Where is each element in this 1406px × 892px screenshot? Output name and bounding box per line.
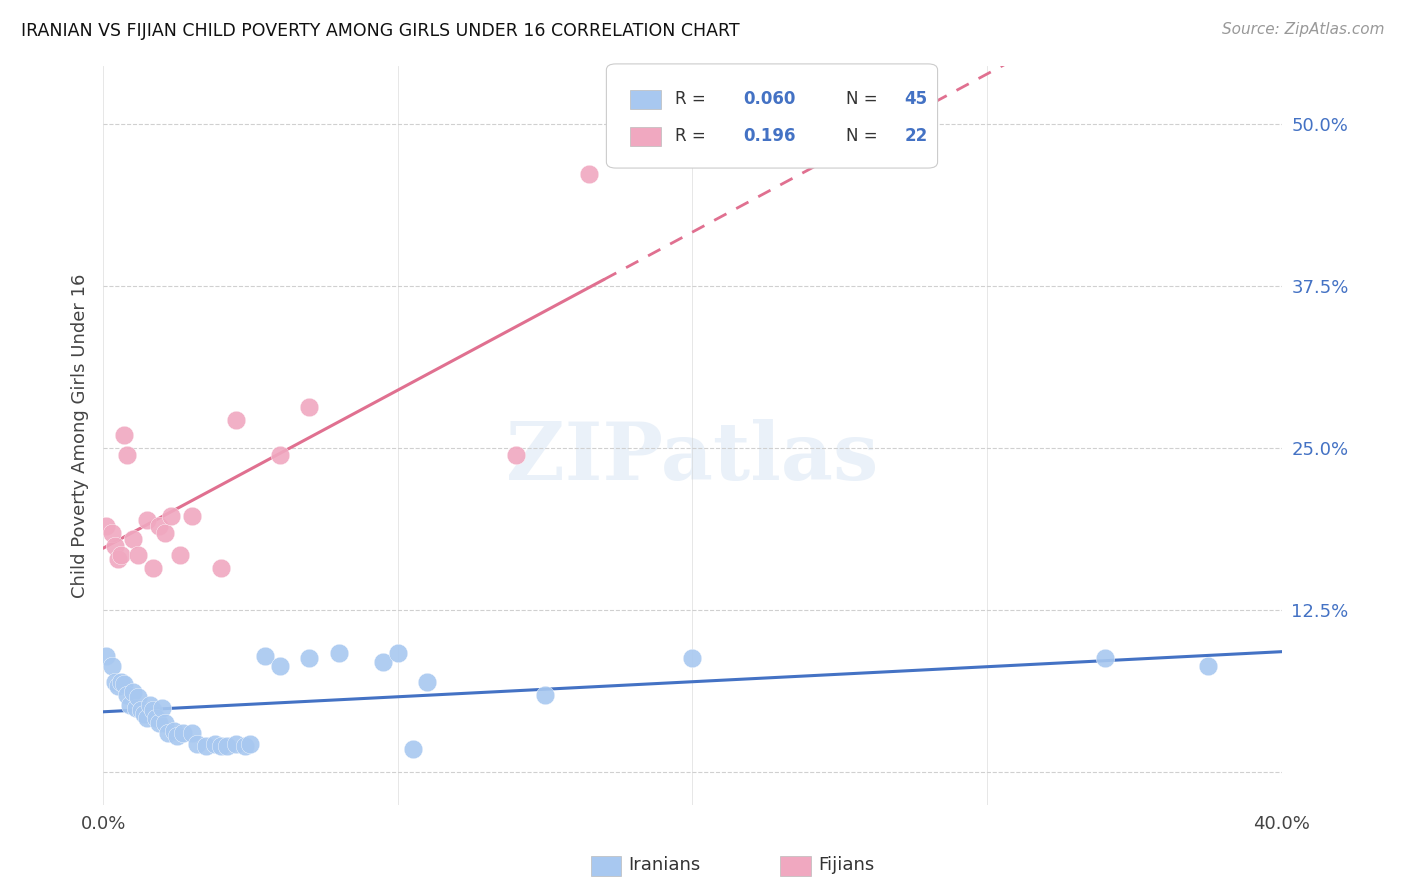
Point: [387, 646, 409, 660]
Point: [142, 703, 165, 717]
FancyBboxPatch shape: [630, 90, 661, 109]
Point: [101, 659, 124, 673]
Point: [104, 539, 127, 553]
Point: [104, 674, 127, 689]
Text: R =: R =: [675, 90, 711, 108]
Point: [233, 739, 256, 754]
Point: [101, 525, 124, 540]
Point: [94, 648, 117, 663]
Text: Source: ZipAtlas.com: Source: ZipAtlas.com: [1222, 22, 1385, 37]
Point: [534, 688, 557, 702]
FancyBboxPatch shape: [630, 127, 661, 146]
Point: [215, 739, 238, 754]
Point: [204, 737, 226, 751]
Point: [148, 519, 170, 533]
Point: [112, 677, 135, 691]
Point: [269, 448, 291, 462]
Point: [163, 723, 186, 738]
Point: [156, 726, 179, 740]
Point: [107, 551, 129, 566]
Point: [153, 525, 176, 540]
Point: [160, 508, 183, 523]
Text: 0.060: 0.060: [744, 90, 796, 108]
Point: [131, 703, 153, 717]
Point: [139, 698, 162, 712]
Point: [134, 707, 156, 722]
Point: [209, 560, 232, 574]
Point: [239, 737, 262, 751]
Point: [112, 428, 135, 442]
Point: [225, 737, 247, 751]
Text: N =: N =: [845, 128, 883, 145]
Point: [121, 685, 143, 699]
Point: [225, 413, 247, 427]
Point: [209, 739, 232, 754]
Text: IRANIAN VS FIJIAN CHILD POVERTY AMONG GIRLS UNDER 16 CORRELATION CHART: IRANIAN VS FIJIAN CHILD POVERTY AMONG GI…: [21, 22, 740, 40]
Text: 0.196: 0.196: [744, 128, 796, 145]
Point: [124, 700, 146, 714]
Point: [180, 508, 202, 523]
Text: 40.0%: 40.0%: [1253, 815, 1310, 833]
Point: [169, 548, 191, 562]
Text: N =: N =: [845, 90, 883, 108]
Point: [180, 726, 202, 740]
Point: [254, 648, 277, 663]
Point: [1197, 659, 1219, 673]
Text: 45: 45: [904, 90, 928, 108]
Y-axis label: Child Poverty Among Girls Under 16: Child Poverty Among Girls Under 16: [72, 273, 89, 598]
Text: 22: 22: [904, 128, 928, 145]
Text: Fijians: Fijians: [818, 856, 875, 874]
Point: [195, 739, 218, 754]
Point: [172, 726, 194, 740]
Point: [136, 513, 159, 527]
Point: [401, 742, 423, 756]
Point: [145, 711, 167, 725]
Point: [186, 737, 208, 751]
Point: [328, 646, 350, 660]
Text: R =: R =: [675, 128, 711, 145]
Point: [142, 560, 165, 574]
Point: [371, 655, 394, 669]
FancyBboxPatch shape: [606, 64, 938, 168]
Point: [121, 532, 143, 546]
Point: [127, 690, 149, 705]
Point: [118, 698, 141, 712]
Point: [107, 679, 129, 693]
Point: [578, 167, 600, 181]
Point: [127, 548, 149, 562]
Point: [115, 448, 138, 462]
Point: [110, 548, 132, 562]
Point: [153, 716, 176, 731]
Point: [1094, 651, 1116, 665]
Text: 0.0%: 0.0%: [80, 815, 125, 833]
Point: [416, 674, 439, 689]
Point: [681, 651, 703, 665]
Text: ZIPatlas: ZIPatlas: [506, 418, 879, 497]
Point: [298, 400, 321, 414]
Point: [94, 519, 117, 533]
Point: [148, 716, 170, 731]
Point: [505, 448, 527, 462]
Point: [269, 659, 291, 673]
Point: [150, 700, 173, 714]
Point: [115, 688, 138, 702]
Point: [298, 651, 321, 665]
Text: Iranians: Iranians: [628, 856, 700, 874]
Point: [110, 674, 132, 689]
Point: [136, 711, 159, 725]
Point: [166, 729, 188, 743]
